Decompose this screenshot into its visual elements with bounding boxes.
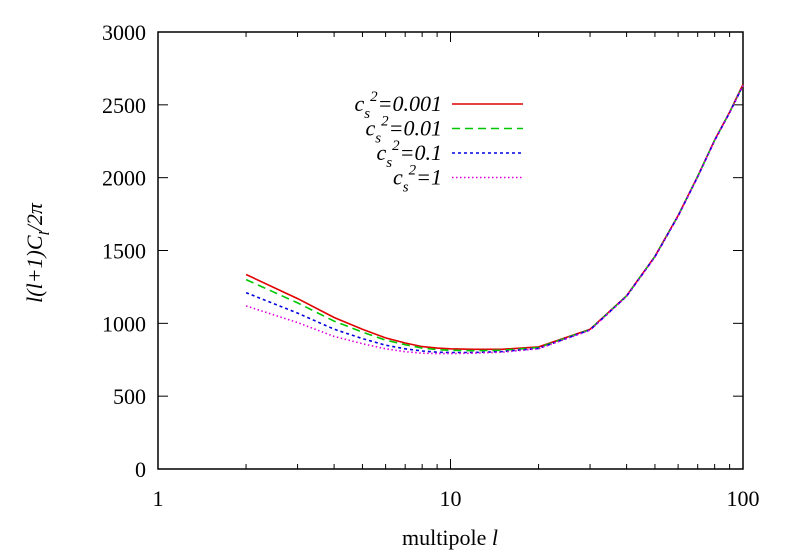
legend-label: cs2=0.001: [355, 89, 442, 122]
x-axis-label: multipole l: [402, 525, 498, 550]
legend-label: cs2=0.01: [366, 114, 442, 147]
y-tick-label: 2500: [102, 93, 146, 118]
series-line-2: [245, 84, 744, 352]
legend-label: cs2=1: [393, 163, 442, 196]
y-tick-label: 2000: [102, 166, 146, 191]
y-tick-label: 500: [113, 384, 146, 409]
plot-frame: [157, 31, 744, 470]
y-tick-label: 3000: [102, 20, 146, 45]
tick-labels: 0 500 1000 1500 2000 2500 3000 1 10 100: [102, 20, 760, 511]
x-tick-label: 1: [153, 486, 164, 511]
y-tick-label: 1500: [102, 239, 146, 264]
series-line-1: [245, 84, 744, 351]
y-axis-label: l(l+1)Cl/2π: [22, 202, 53, 303]
series-line-3: [245, 85, 744, 354]
tick-marks: [157, 31, 744, 470]
y-tick-label: 1000: [102, 311, 146, 336]
series-lines: [245, 84, 744, 355]
x-tick-label: 100: [727, 486, 760, 511]
y-tick-label: 0: [135, 457, 146, 482]
x-tick-label: 10: [440, 486, 462, 511]
legend-label: cs2=0.1: [377, 138, 442, 171]
series-line-4: [245, 85, 744, 355]
